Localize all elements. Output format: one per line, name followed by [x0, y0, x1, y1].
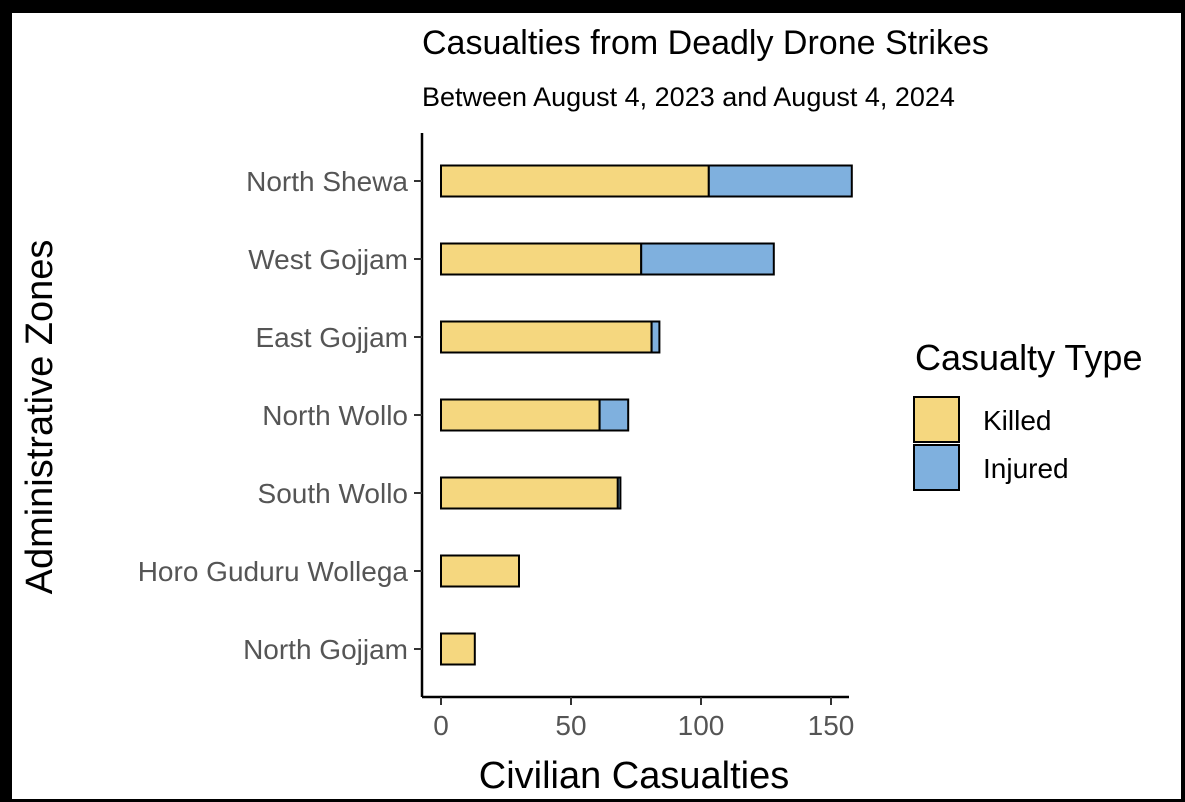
y-tick-label-north-gojjam: North Gojjam	[243, 634, 408, 665]
y-tick-label-north-shewa: North Shewa	[246, 166, 408, 197]
y-tick-label-west-gojjam: West Gojjam	[248, 244, 408, 275]
legend-label-killed: Killed	[983, 405, 1051, 436]
bar-south-wollo-injured	[616, 476, 622, 510]
legend-label-injured: Injured	[983, 453, 1069, 484]
frame-border-top	[0, 0, 1185, 13]
y-tick-label-horo-guduru-wollega: Horo Guduru Wollega	[138, 556, 409, 587]
x-tick-label-150: 150	[808, 710, 855, 741]
frame-border-left	[0, 0, 12, 802]
bar-east-gojjam-injured	[650, 320, 661, 354]
frame-border-right	[1181, 0, 1185, 802]
bar-north-shewa-injured	[707, 164, 853, 198]
y-tick-label-east-gojjam: East Gojjam	[256, 322, 409, 353]
bar-north-gojjam-killed	[440, 632, 476, 666]
bar-north-shewa-killed	[440, 164, 710, 198]
y-axis-title: Administrative Zones	[19, 240, 61, 595]
chart-title: Casualties from Deadly Drone Strikes	[422, 24, 989, 62]
bar-north-wollo-injured	[598, 398, 630, 432]
x-tick-label-100: 100	[678, 710, 725, 741]
legend-swatch-killed	[913, 396, 960, 443]
legend-title: Casualty Type	[915, 337, 1142, 378]
chart-subtitle: Between August 4, 2023 and August 4, 202…	[422, 82, 955, 112]
y-tick-label-north-wollo: North Wollo	[262, 400, 408, 431]
legend: Casualty Type Killed Injured	[913, 337, 1142, 491]
x-axis-title: Civilian Casualties	[479, 755, 789, 797]
bar-south-wollo-killed	[440, 476, 619, 510]
bar-north-wollo-killed	[440, 398, 601, 432]
bar-horo-guduru-wollega-killed	[440, 554, 520, 588]
bar-east-gojjam-killed	[440, 320, 653, 354]
bar-west-gojjam-killed	[440, 242, 643, 276]
legend-swatch-injured	[913, 444, 960, 491]
plot-area: North Shewa West Gojjam East Gojjam North W…	[138, 133, 855, 741]
bar-west-gojjam-injured	[640, 242, 775, 276]
y-tick-label-south-wollo: South Wollo	[258, 478, 408, 509]
x-tick-label-0: 0	[433, 710, 449, 741]
x-tick-label-50: 50	[555, 710, 586, 741]
frame-border-bottom	[0, 799, 1185, 802]
